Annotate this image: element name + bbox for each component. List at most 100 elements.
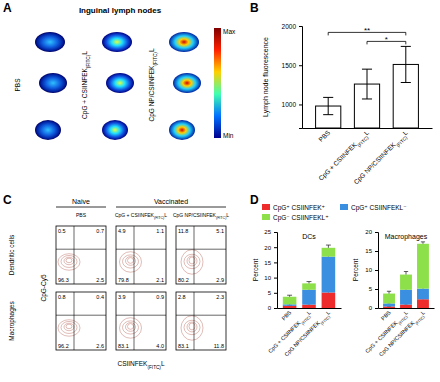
contour-plot: 0.50.796.32.5	[56, 226, 106, 284]
contour	[120, 318, 142, 339]
tick-label: 10	[365, 267, 372, 273]
quadrant-percent: 2.8	[178, 294, 186, 300]
error-bar	[387, 291, 391, 293]
tick-label: 1000	[282, 101, 297, 108]
x-axis: PBSCpG + CSIINFEK(FITC)LCpG NP/CSIINFEK(…	[267, 309, 342, 360]
row-label: Macrophages	[8, 301, 16, 341]
tick-label: 2000	[282, 23, 297, 30]
bar-segment	[302, 290, 316, 305]
bar-segment	[283, 297, 297, 305]
color-bar-label: Max	[223, 28, 236, 35]
tick-mark	[274, 232, 277, 233]
y-axis: 0 5 10 15 20	[365, 229, 378, 311]
bar-segment	[322, 248, 336, 257]
column-label: PBS	[76, 212, 87, 218]
tick: 1000	[282, 101, 302, 108]
contour	[187, 256, 197, 266]
lymph-node-image	[106, 73, 134, 93]
contour	[181, 316, 203, 341]
tick-label: 5	[369, 286, 373, 292]
quadrant-line	[176, 249, 226, 250]
tick-mark	[299, 104, 302, 105]
quadrant-line	[74, 226, 75, 284]
plot-frame	[116, 226, 166, 284]
color-bar	[214, 28, 221, 138]
legend-swatch	[262, 214, 270, 220]
tick-label: 0	[369, 305, 373, 311]
error-cap	[287, 295, 292, 296]
x-axis-title: CSIINFEK(FITC)L	[117, 360, 164, 370]
error-bar	[421, 242, 425, 244]
tick: CpG NP/CSIINFEK(FITC)L	[352, 129, 411, 188]
tick: CpG NP/CSIINFEK(FITC)L	[283, 309, 333, 359]
error-cap	[307, 281, 312, 282]
tick-mark	[274, 278, 277, 279]
contour	[120, 252, 142, 273]
plot-area	[283, 245, 335, 308]
error-cap	[421, 241, 425, 242]
error-bar	[323, 97, 333, 114]
tick-label: 15	[264, 260, 271, 266]
bar-segment	[417, 244, 429, 289]
tick-label: CpG NP/CSIINFEK(FITC)L	[378, 309, 428, 359]
legend-swatch	[262, 204, 270, 210]
plot-frame	[176, 292, 226, 350]
quadrant-percent: 1.1	[156, 228, 164, 234]
panel-letter: B	[250, 1, 259, 15]
bar-segment	[417, 299, 429, 308]
contour	[184, 254, 200, 268]
tick-label: 20	[264, 245, 271, 251]
legend-swatch	[340, 204, 348, 210]
contour	[58, 254, 80, 271]
bar-segment	[400, 305, 412, 308]
tick-mark	[274, 262, 277, 263]
color-bar-label: Min	[223, 132, 234, 139]
quadrant-line	[116, 315, 166, 316]
legend-label: CpG⁺ CSIINFEK⁺	[273, 204, 325, 212]
contour	[181, 250, 203, 275]
contour	[58, 320, 80, 337]
contour	[64, 323, 74, 331]
plot-frame	[176, 226, 226, 284]
panel-letter: A	[3, 1, 12, 15]
quadrant-line	[194, 292, 195, 350]
tick-label: CpG NP/CSIINFEK(FITC)L	[352, 129, 411, 188]
tick: 25	[264, 229, 277, 235]
tick-label: 20	[365, 229, 372, 235]
quadrant-percent: 3.9	[118, 294, 126, 300]
quadrant-percent: 11.8	[178, 228, 188, 234]
error-bar	[401, 46, 411, 82]
column-label: CpG NP/CSIINFEK(FITC)L	[148, 48, 158, 121]
tick-label: PBS	[317, 128, 332, 143]
bar-segment	[283, 304, 297, 306]
y-axis-title: CpG-Cy5	[40, 274, 48, 301]
lymph-node-image	[173, 73, 201, 93]
contour	[128, 258, 134, 264]
quadrant-line	[116, 249, 166, 250]
contour	[66, 258, 72, 263]
tick-label: 15	[365, 248, 372, 254]
chart-title: Macrophages	[385, 233, 428, 241]
tick-mark	[274, 247, 277, 248]
tick: 15	[264, 260, 277, 266]
contour	[61, 255, 77, 267]
bar-segment	[400, 275, 412, 290]
group-label: Naive	[72, 198, 90, 205]
quadrant-percent: 4.9	[118, 228, 126, 234]
quadrant-line	[56, 249, 106, 250]
tick: PBS	[317, 128, 332, 143]
error-bar	[404, 272, 408, 275]
error-cap	[404, 271, 408, 272]
error-cap	[323, 114, 333, 115]
error-cap	[362, 98, 372, 99]
plot-area	[316, 46, 419, 128]
panel-title: Inguinal lymph nodes	[79, 6, 162, 15]
axis-line	[303, 128, 433, 129]
error-line	[367, 69, 368, 99]
error-cap	[362, 69, 372, 70]
contour	[123, 255, 139, 268]
tick-mark	[375, 270, 378, 271]
tick: PBS	[380, 309, 392, 321]
column-label: CpG + CSIINFEK(FITC)L	[81, 51, 91, 119]
tick-label: 25	[264, 229, 271, 235]
